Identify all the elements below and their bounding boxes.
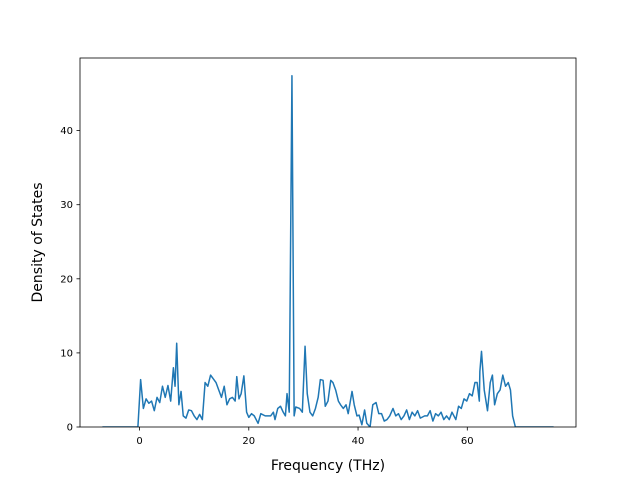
x-tick-label: 40 [352, 436, 365, 447]
y-tick-label: 0 [67, 423, 73, 434]
dos-line [102, 75, 554, 427]
y-tick-label: 10 [60, 348, 73, 359]
y-tick-label: 20 [60, 274, 73, 285]
plot-frame [79, 57, 577, 428]
y-axis-label: Density of States [30, 183, 46, 303]
x-tick-label: 20 [242, 436, 255, 447]
x-axis-label: Frequency (THz) [271, 458, 385, 474]
x-tick-label: 60 [461, 436, 474, 447]
y-tick-label: 40 [60, 126, 73, 137]
y-tick-label: 30 [60, 200, 73, 211]
x-tick-label: 0 [136, 436, 142, 447]
